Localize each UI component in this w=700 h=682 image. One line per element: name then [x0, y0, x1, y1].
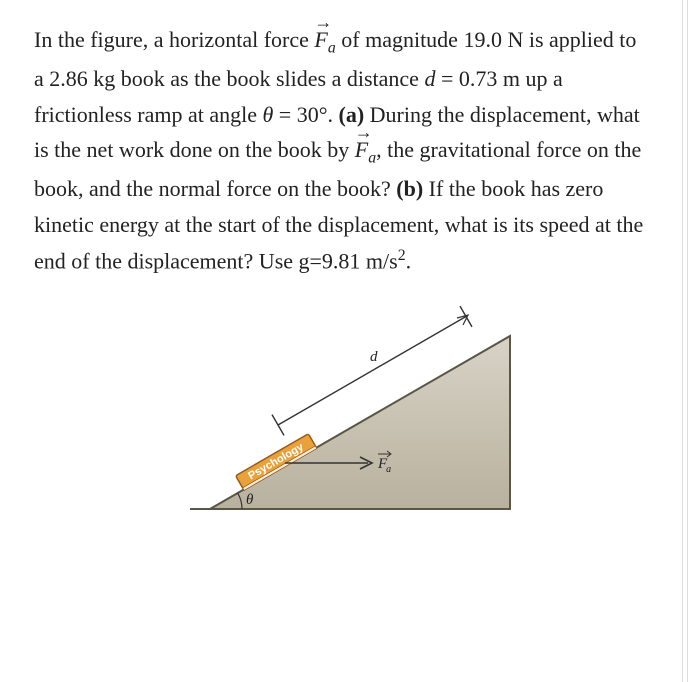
vector-Fa: → F: [314, 22, 327, 58]
part-b-label: (b): [396, 176, 423, 201]
arrow-over-icon: →: [314, 8, 330, 37]
symbol-d: d: [424, 66, 435, 91]
vector-Fa-2: → F: [355, 132, 368, 168]
symbol-theta: θ: [262, 102, 273, 127]
text-fragment: = 30°.: [273, 102, 338, 127]
d-label: d: [370, 349, 378, 365]
figure-container: θ Psychology Fa d: [34, 291, 666, 546]
text-fragment: .: [406, 248, 412, 273]
arrow-over-icon: →: [355, 118, 371, 147]
force-sub: a: [386, 464, 391, 475]
theta-label: θ: [246, 492, 254, 508]
ramp-diagram: θ Psychology Fa d: [160, 291, 540, 541]
page-right-rule: [682, 0, 688, 682]
subscript-a: a: [368, 150, 376, 167]
problem-statement: In the figure, a horizontal force → F a …: [34, 22, 666, 279]
subscript-a: a: [328, 39, 336, 56]
text-fragment: In the figure, a horizontal force: [34, 27, 314, 52]
superscript-2: 2: [398, 247, 406, 264]
